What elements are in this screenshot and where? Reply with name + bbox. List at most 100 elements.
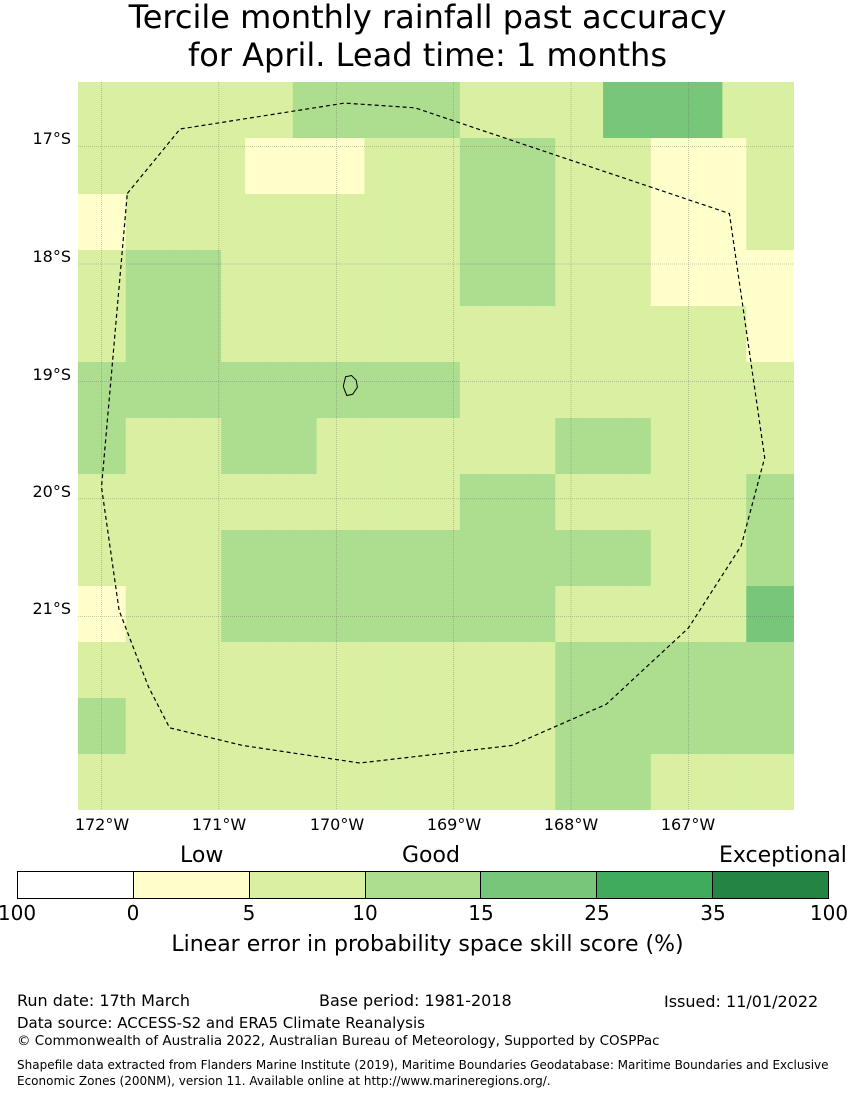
skill-cell bbox=[268, 586, 294, 643]
skill-cell bbox=[149, 362, 175, 419]
skill-cell bbox=[483, 642, 509, 699]
skill-cell bbox=[412, 642, 437, 699]
colorbar-segment bbox=[365, 872, 482, 898]
skill-cell bbox=[125, 250, 151, 307]
skill-cell bbox=[650, 138, 676, 195]
skill-cell bbox=[245, 250, 270, 307]
skill-cell bbox=[197, 474, 222, 531]
skill-cell bbox=[770, 418, 794, 475]
skill-cell bbox=[459, 362, 485, 419]
skill-cell bbox=[316, 250, 342, 307]
skill-cell bbox=[555, 586, 580, 643]
skill-cell bbox=[507, 754, 533, 810]
skill-cell bbox=[603, 530, 628, 587]
skill-cell bbox=[770, 138, 794, 195]
skill-cell bbox=[436, 698, 461, 755]
skill-cell bbox=[340, 194, 365, 251]
skill-cell bbox=[722, 586, 747, 643]
lat-tick-21s: 21°S bbox=[32, 599, 71, 618]
skill-cell bbox=[197, 194, 222, 251]
skill-cell bbox=[316, 418, 342, 475]
skill-cell bbox=[722, 474, 747, 531]
skill-cell bbox=[173, 82, 198, 139]
skill-cell bbox=[626, 82, 652, 139]
skill-cell bbox=[436, 474, 461, 531]
skill-cell bbox=[316, 82, 342, 139]
skill-cell bbox=[388, 250, 413, 307]
skill-cell bbox=[292, 754, 318, 810]
skill-cell bbox=[78, 754, 103, 810]
skill-cell bbox=[579, 474, 604, 531]
skill-cell bbox=[221, 138, 246, 195]
skill-cell bbox=[555, 474, 580, 531]
skill-cell bbox=[603, 362, 628, 419]
skill-cell bbox=[221, 642, 246, 699]
skill-cell bbox=[531, 586, 556, 643]
skill-cell bbox=[125, 474, 151, 531]
skill-cell bbox=[603, 194, 628, 251]
skill-cell bbox=[412, 194, 437, 251]
skill-cell bbox=[555, 194, 580, 251]
skill-cell bbox=[101, 362, 127, 419]
skill-cell bbox=[674, 586, 700, 643]
skill-cell bbox=[388, 306, 413, 363]
skill-cell bbox=[555, 698, 580, 755]
colorbar-tick: 15 bbox=[468, 901, 494, 925]
skill-cell bbox=[507, 418, 533, 475]
skill-cell bbox=[722, 250, 747, 307]
skill-cell bbox=[292, 698, 318, 755]
skill-cell bbox=[531, 474, 556, 531]
skill-cell bbox=[650, 586, 676, 643]
skill-cell bbox=[722, 642, 747, 699]
skill-cell bbox=[78, 82, 103, 139]
skill-cell bbox=[579, 530, 604, 587]
skill-cell bbox=[388, 586, 413, 643]
skill-cell bbox=[125, 530, 151, 587]
skill-cell bbox=[531, 82, 556, 139]
skill-cell bbox=[626, 586, 652, 643]
skill-cell bbox=[579, 194, 604, 251]
skill-cell bbox=[245, 194, 270, 251]
skill-cell bbox=[78, 642, 103, 699]
skill-cell bbox=[412, 306, 437, 363]
skill-cell bbox=[101, 754, 127, 810]
skill-cell bbox=[770, 474, 794, 531]
skill-cell bbox=[292, 586, 318, 643]
skill-cell bbox=[245, 306, 270, 363]
lon-tick-171w: 171°W bbox=[191, 815, 247, 834]
skill-cell bbox=[221, 82, 246, 139]
skill-cell bbox=[292, 642, 318, 699]
skill-cell bbox=[412, 250, 437, 307]
skill-cell bbox=[507, 250, 533, 307]
skill-cell bbox=[412, 82, 437, 139]
skill-cell bbox=[555, 642, 580, 699]
skill-cell bbox=[125, 194, 151, 251]
colorbar-tick: 5 bbox=[242, 901, 256, 925]
skill-cell bbox=[364, 82, 389, 139]
skill-cell bbox=[698, 362, 723, 419]
skill-cell bbox=[650, 194, 676, 251]
skill-cell bbox=[746, 418, 771, 475]
skill-cell bbox=[125, 586, 151, 643]
skill-grid-cells bbox=[78, 82, 794, 810]
skill-cell bbox=[603, 698, 628, 755]
skill-cell bbox=[626, 642, 652, 699]
skill-cell bbox=[579, 306, 604, 363]
skill-cell bbox=[197, 138, 222, 195]
skill-cell bbox=[603, 474, 628, 531]
colorbar-segment bbox=[481, 872, 598, 898]
skill-cell bbox=[245, 82, 270, 139]
skill-cell bbox=[364, 138, 389, 195]
skill-cell bbox=[78, 194, 103, 251]
skill-cell bbox=[340, 474, 365, 531]
skill-cell bbox=[173, 250, 198, 307]
skill-cell bbox=[674, 418, 700, 475]
skill-cell bbox=[388, 530, 413, 587]
skill-cell bbox=[746, 250, 771, 307]
skill-cell bbox=[245, 642, 270, 699]
skill-cell bbox=[579, 586, 604, 643]
skill-cell bbox=[78, 698, 103, 755]
skill-cell bbox=[436, 138, 461, 195]
skill-cell bbox=[388, 642, 413, 699]
skill-cell bbox=[555, 250, 580, 307]
